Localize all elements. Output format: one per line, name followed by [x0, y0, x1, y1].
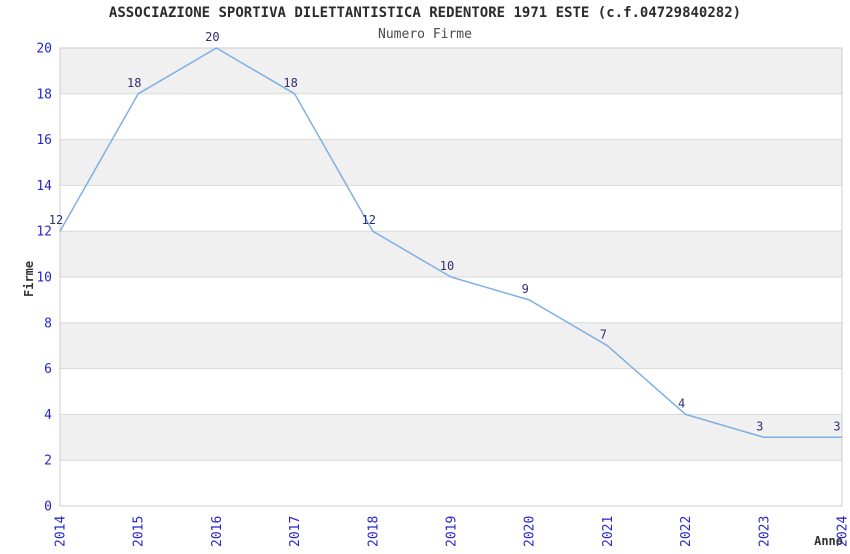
chart-subtitle: Numero Firme	[0, 27, 850, 42]
point-label: 3	[833, 419, 840, 433]
plot-band	[60, 414, 842, 460]
y-axis-title: Firme	[22, 261, 36, 297]
y-tick-label: 0	[44, 500, 52, 515]
y-tick-label: 10	[36, 271, 52, 286]
point-label: 7	[600, 328, 607, 342]
x-tick-label: 2022	[679, 516, 694, 547]
y-tick-label: 20	[36, 42, 52, 57]
x-tick-label: 2017	[288, 516, 303, 547]
plot-band	[60, 323, 842, 369]
x-tick-label: 2015	[132, 516, 147, 547]
x-tick-label: 2021	[601, 516, 616, 547]
x-tick-label: 2018	[366, 516, 381, 547]
y-tick-label: 14	[36, 179, 52, 194]
y-tick-label: 2	[44, 454, 52, 469]
point-label: 4	[678, 396, 685, 410]
x-tick-label: 2014	[54, 516, 69, 547]
plot-band	[60, 140, 842, 186]
point-label: 10	[440, 259, 454, 273]
x-tick-label: 2020	[523, 516, 538, 547]
y-tick-label: 8	[44, 316, 52, 331]
point-label: 18	[127, 76, 141, 90]
plot-band	[60, 94, 842, 140]
point-label: 18	[283, 76, 297, 90]
x-tick-label: 2019	[445, 516, 460, 547]
point-label: 3	[756, 419, 763, 433]
y-tick-label: 4	[44, 408, 52, 423]
plot-band	[60, 277, 842, 323]
y-tick-label: 18	[36, 87, 52, 102]
y-tick-label: 12	[36, 225, 52, 240]
x-tick-label: 2016	[210, 516, 225, 547]
point-label: 9	[522, 282, 529, 296]
point-label: 12	[362, 213, 376, 227]
chart-title: ASSOCIAZIONE SPORTIVA DILETTANTISTICA RE…	[0, 5, 850, 21]
y-tick-label: 16	[36, 133, 52, 148]
plot-band	[60, 460, 842, 506]
x-tick-label: 2023	[757, 516, 772, 547]
y-tick-label: 6	[44, 362, 52, 377]
x-axis-title: Anno	[814, 534, 843, 548]
plot-band	[60, 185, 842, 231]
plot-band	[60, 369, 842, 415]
